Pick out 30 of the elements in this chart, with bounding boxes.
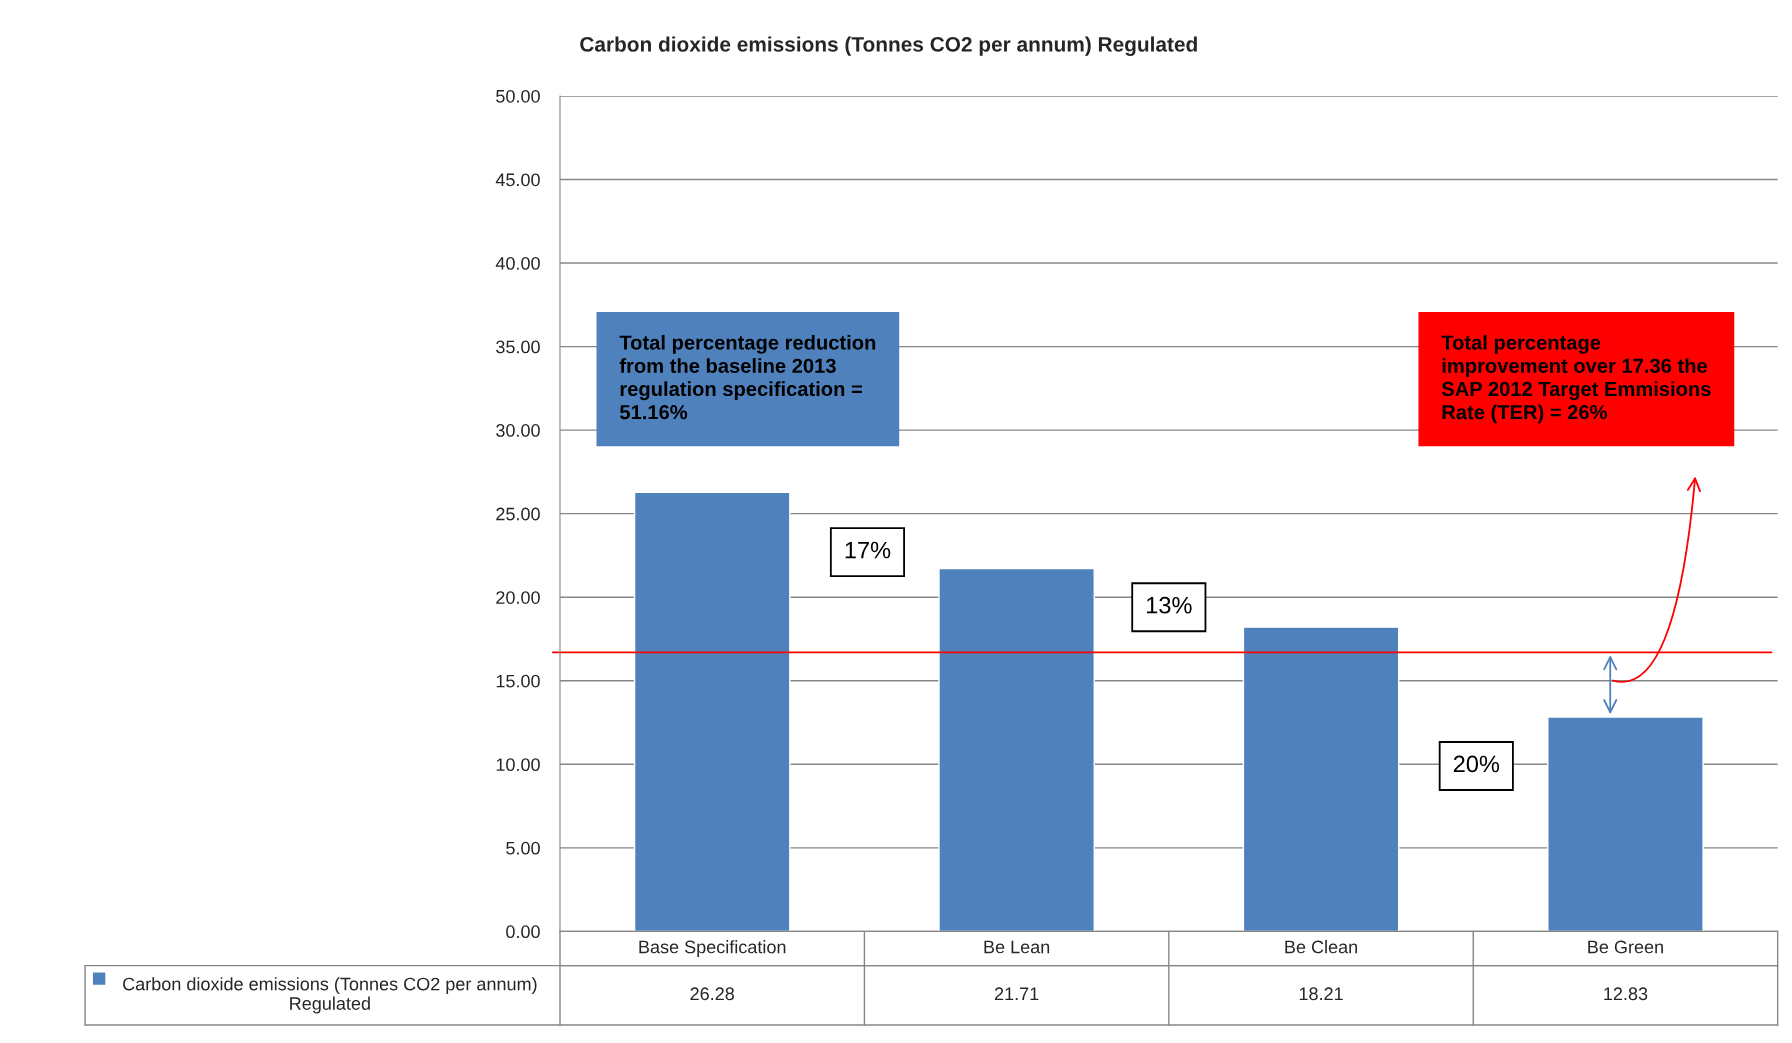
- data-label: 26.28: [690, 987, 735, 1001]
- y-tick-label: 25.00: [496, 507, 540, 521]
- y-tick-label: 20.00: [496, 591, 540, 604]
- annotation: Total percentage improvement over 17.36 the SAP 2012 Target Emmisions Rate (TER) = 26%: [1441, 334, 1711, 424]
- legend-label: Carbon dioxide emissions (Tonnes CO2 per annum) Regulated: [123, 977, 537, 1014]
- y-tick-label: 45.00: [495, 173, 540, 187]
- y-tick-label: 40.00: [495, 256, 540, 270]
- annotation: Total percentage reduction from the baseline 2013 regulation specification = 51.16%: [619, 334, 876, 420]
- x-tick-label: Be Clean: [1285, 940, 1358, 954]
- annotation: 17%: [845, 541, 891, 559]
- data-label: 21.71: [994, 987, 1039, 1000]
- y-tick-label: 5.00: [506, 841, 540, 855]
- x-tick-label: Base Specification: [639, 940, 786, 957]
- bar: [633, 491, 791, 932]
- data-label: 18.21: [1299, 987, 1343, 1001]
- x-tick-label: Be Lean: [984, 940, 1050, 954]
- bar: [1547, 716, 1704, 932]
- y-tick-label: 15.00: [496, 674, 540, 688]
- y-tick-label: 0.00: [506, 925, 540, 939]
- y-tick-label: 35.00: [496, 340, 540, 354]
- y-tick-label: 50.00: [496, 89, 540, 103]
- bar: [1242, 626, 1400, 932]
- chart-title: Carbon dioxide emissions (Tonnes CO2 per annum) Regulated: [580, 36, 1197, 56]
- annotation: 13%: [1147, 596, 1192, 614]
- data-label: 12.83: [1604, 987, 1648, 1001]
- y-tick-label: 10.00: [496, 758, 540, 772]
- annotation: 20%: [1453, 755, 1500, 773]
- y-tick-label: 30.00: [496, 424, 540, 437]
- bar: [938, 567, 1095, 932]
- x-tick-label: Be Green: [1588, 940, 1663, 954]
